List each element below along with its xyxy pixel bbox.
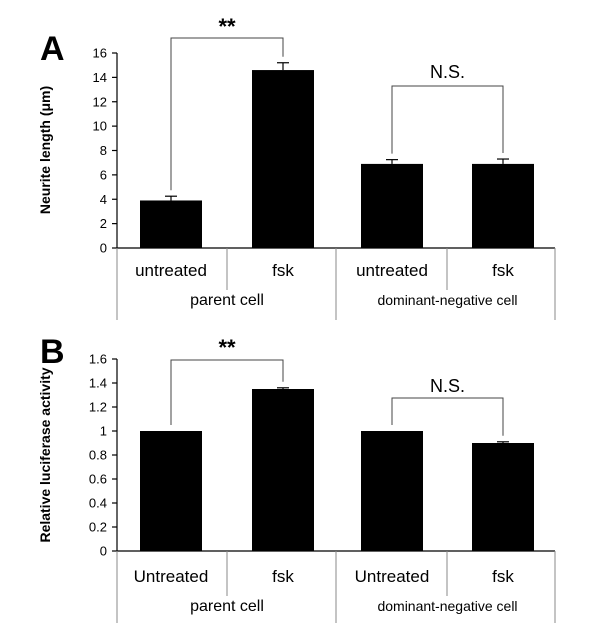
y-tick-label: 1.2 (89, 400, 107, 415)
bar (472, 443, 534, 551)
chart-panel-a: A Neurite length (μm) 0 2 4 6 8 10 12 14 16 untreat… (37, 14, 556, 320)
y-tick-label: 2 (100, 216, 107, 231)
y-tick-label: 0.2 (89, 520, 107, 535)
y-tick-label: 6 (100, 167, 107, 182)
bar (140, 200, 202, 248)
bar (361, 163, 423, 248)
category-label: Untreated (134, 567, 209, 586)
y-tick-label: 8 (100, 143, 107, 158)
y-tick-label: 16 (93, 46, 107, 61)
significance-label: ** (218, 335, 236, 360)
significance-label: N.S. (430, 376, 465, 396)
significance-bracket (391, 85, 504, 154)
panel-letter: B (40, 333, 65, 371)
significance-bracket (391, 397, 504, 436)
category-label: untreated (356, 261, 428, 280)
y-tick-label: 0.4 (89, 496, 107, 511)
category-label: fsk (492, 261, 514, 280)
group-label: dominant-negative cell (377, 292, 517, 308)
group-label: parent cell (190, 292, 264, 309)
bar (140, 431, 202, 551)
y-tick-label: 12 (93, 94, 107, 109)
y-axis-label: Neurite length (μm) (37, 86, 53, 214)
group-label: parent cell (190, 598, 264, 615)
group-label: dominant-negative cell (377, 598, 517, 614)
category-label: fsk (272, 567, 294, 586)
category-label: untreated (135, 261, 207, 280)
y-tick-label: 0.6 (89, 472, 107, 487)
category-label: Untreated (355, 567, 430, 586)
y-tick-label: 0 (100, 241, 107, 256)
y-tick-label: 10 (93, 119, 107, 134)
significance-bracket (170, 359, 284, 425)
y-tick-label: 4 (100, 192, 107, 207)
y-tick-label: 0.8 (89, 448, 107, 463)
significance-bracket (170, 37, 284, 191)
bar (472, 163, 534, 248)
y-tick-label: 1.6 (89, 352, 107, 367)
category-label: fsk (492, 567, 514, 586)
y-tick-label: 0 (100, 544, 107, 559)
y-tick-label: 14 (93, 70, 107, 85)
y-tick-label: 1 (100, 424, 107, 439)
category-label: fsk (272, 261, 294, 280)
significance-label: ** (218, 14, 236, 39)
bar (361, 431, 423, 551)
y-axis-label: Relative luciferase activity (37, 367, 53, 542)
bar (252, 389, 314, 551)
bar (252, 70, 314, 248)
significance-label: N.S. (430, 62, 465, 82)
y-tick-label: 1.4 (89, 376, 107, 391)
panel-letter: A (40, 30, 65, 68)
